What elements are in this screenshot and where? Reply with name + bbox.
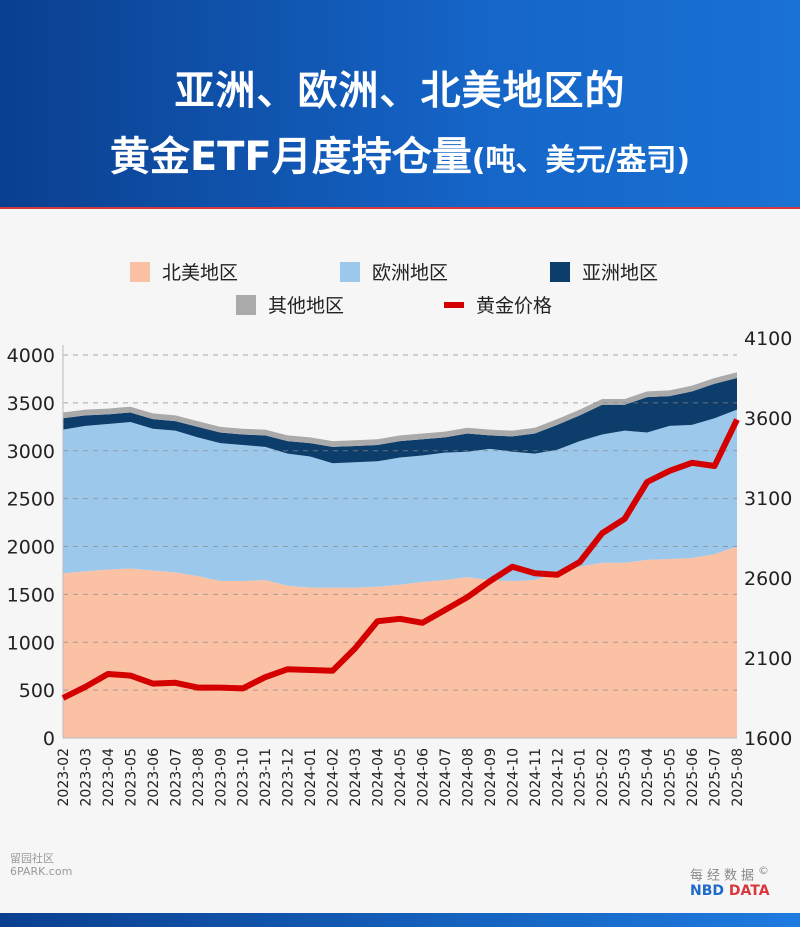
y-tick-label: 4000 (7, 345, 55, 367)
brand-mark: © (758, 864, 773, 877)
brand-cn: 每经数据 (690, 868, 759, 884)
watermark-cn: 留园社区 (10, 852, 54, 865)
x-tick-label: 2024-05 (393, 748, 409, 807)
legend-item-europe: 欧洲地区 (340, 258, 448, 285)
x-tick-label: 2025-03 (618, 748, 634, 807)
x-tick-label: 2024-07 (438, 748, 454, 807)
y2-tick-label: 3100 (744, 488, 792, 510)
legend-line (444, 301, 464, 308)
footer-bar (0, 913, 800, 927)
line-gold-price (61, 418, 740, 701)
x-tick-label: 2025-06 (685, 748, 701, 807)
y-tick-label: 3500 (7, 393, 55, 415)
x-tick-label: 2024-10 (505, 748, 521, 807)
y2-tick-label: 2100 (744, 648, 792, 670)
legend-label: 黄金价格 (476, 295, 553, 317)
x-tick-label: 2023-12 (281, 748, 297, 807)
watermark-en: 6PARK.com (10, 865, 73, 878)
x-tick-label: 2024-11 (528, 748, 544, 807)
x-tick-label: 2023-07 (168, 748, 184, 807)
x-tick-label: 2025-01 (573, 748, 589, 807)
legend-label: 欧洲地区 (372, 262, 449, 284)
x-tick-label: 2024-04 (371, 748, 387, 807)
x-tick-label: 2023-10 (236, 748, 252, 807)
x-tick-label: 2024-06 (415, 748, 431, 807)
x-tick-label: 2023-06 (146, 748, 162, 807)
legend-item-asia: 亚洲地区 (550, 258, 658, 285)
y-tick-label: 2500 (7, 489, 55, 511)
x-tick-label: 2025-07 (708, 748, 724, 807)
chart: 0 500 1000 1500 2000 2500 3000 3500 4000 1600 2100… (7, 328, 793, 807)
x-tick-label: 2023-08 (191, 748, 207, 807)
watermark: 留园社区 6PARK.com (10, 852, 72, 878)
area-series-2 (63, 377, 737, 464)
legend-item-other: 其他地区 (236, 291, 344, 318)
title-line-1: 亚洲、欧洲、北美地区的 (174, 68, 626, 114)
legend-swatch (550, 261, 570, 282)
legend-label: 亚洲地区 (582, 262, 659, 284)
legend-label: 其他地区 (268, 295, 345, 317)
x-tick-label: 2023-09 (213, 748, 229, 807)
x-tick-label: 2025-04 (640, 748, 656, 807)
x-tick-label: 2025-05 (663, 748, 679, 807)
x-tick-label: 2023-04 (101, 748, 117, 807)
legend-swatch (236, 294, 256, 315)
x-tick-label: 2023-05 (123, 748, 139, 807)
legend-swatch (130, 261, 150, 282)
title-line-2: 黄金ETF月度持仓量(吨、美元/盎司) (0, 124, 800, 182)
y-tick-label: 2000 (7, 537, 55, 559)
x-tick-label: 2025-08 (730, 748, 746, 807)
legend-item-north-america: 北美地区 (130, 258, 238, 285)
brand-logo: 每经数据© NBD DATA (690, 864, 773, 899)
y-tick-label: 1000 (7, 632, 55, 654)
area-series-1 (63, 409, 737, 588)
header-banner: 亚洲、欧洲、北美地区的 黄金ETF月度持仓量(吨、美元/盎司) (0, 0, 800, 209)
legend-label: 北美地区 (162, 262, 239, 284)
y2-tick-label: 3600 (744, 408, 792, 430)
title-main: 黄金ETF月度持仓量 (109, 134, 472, 180)
y2-tick-label: 4100 (744, 328, 792, 350)
x-tick-label: 2024-12 (550, 748, 566, 807)
y-tick-label: 1500 (7, 584, 55, 606)
x-tick-label: 2024-09 (483, 748, 499, 807)
x-tick-label: 2024-08 (460, 748, 476, 807)
y2-tick-label: 1600 (744, 728, 792, 750)
y-tick-label: 0 (43, 728, 55, 750)
brand-en-2: DATA (728, 883, 770, 900)
y-tick-label: 500 (19, 680, 55, 702)
title-unit: (吨、美元/盎司) (471, 143, 691, 178)
x-tick-label: 2024-02 (326, 748, 342, 807)
x-tick-label: 2025-02 (595, 748, 611, 807)
x-tick-label: 2023-02 (56, 748, 72, 807)
x-tick-label: 2023-03 (78, 748, 94, 807)
legend-item-gold-price: 黄金价格 (444, 291, 552, 318)
y-tick-label: 3000 (7, 441, 55, 463)
y2-tick-label: 2600 (744, 568, 792, 590)
x-tick-label: 2023-11 (258, 748, 274, 807)
area-series-3 (63, 372, 737, 447)
legend-swatch (340, 261, 360, 282)
brand-en-1: NBD (690, 883, 725, 900)
x-tick-label: 2024-03 (348, 748, 364, 807)
x-tick-label: 2024-01 (303, 748, 319, 807)
